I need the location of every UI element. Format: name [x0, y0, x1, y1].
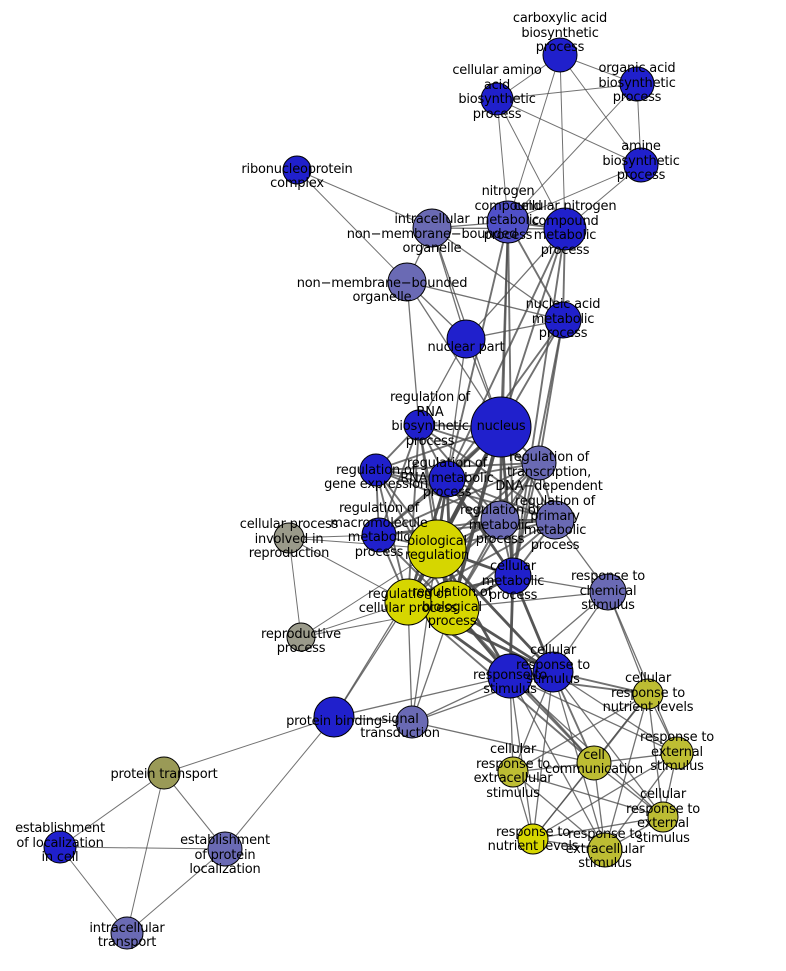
network-edge [532, 816, 664, 840]
network-node-cellular_response_to_external_stimulus[interactable] [647, 801, 679, 833]
network-edge [532, 671, 554, 840]
network-node-regulation_of_transcription_dna_dependent[interactable] [521, 445, 557, 481]
network-edge [604, 693, 649, 851]
network-node-regulation_of_biological_process[interactable] [424, 580, 480, 636]
network-node-cellular_nitrogen_compound_metabolic_process[interactable] [543, 207, 587, 251]
network-node-cellular_response_to_extracellular_stimulus[interactable] [497, 756, 529, 788]
network-edge [509, 675, 678, 754]
network-edge [59, 846, 226, 850]
network-edge [445, 478, 515, 577]
network-node-nitrogen_compound_metabolic_process[interactable] [486, 200, 530, 244]
network-node-protein_transport[interactable] [147, 756, 181, 790]
network-node-regulation_of_primary_metabolic_process[interactable] [535, 500, 575, 540]
network-edge [496, 98, 642, 166]
network-edge [163, 716, 335, 774]
network-edge [126, 772, 165, 934]
network-edge [446, 228, 566, 480]
network-node-cellular_response_to_stimulus[interactable] [532, 651, 574, 693]
network-edge [507, 54, 561, 223]
network-edge [496, 83, 638, 100]
network-node-reproductive_process[interactable] [286, 622, 316, 652]
network-edge [288, 537, 302, 638]
network-edge [378, 519, 556, 536]
network-node-response_to_stimulus[interactable] [487, 653, 533, 699]
network-edge [333, 675, 511, 718]
network-node-regulation_of_rna_biosynthetic_process[interactable] [403, 409, 435, 441]
network-edge [450, 426, 503, 609]
network-node-nucleus[interactable] [470, 396, 532, 458]
network-edge [500, 228, 566, 428]
network-node-response_to_external_stimulus[interactable] [660, 736, 694, 770]
network-node-regulation_of_cellular_process[interactable] [384, 578, 432, 626]
network-node-establishment_of_protein_localization[interactable] [207, 831, 243, 867]
network-node-carboxylic_acid_biosynthetic_process[interactable] [542, 37, 578, 73]
network-node-cell_communication[interactable] [576, 745, 612, 781]
network-node-cellular_response_to_nutrient_levels[interactable] [632, 678, 664, 710]
network-edge [512, 771, 606, 851]
network-edge [296, 169, 408, 283]
network-node-nucleic_acid_metabolic_process[interactable] [544, 301, 582, 339]
network-node-nuclear_part[interactable] [446, 319, 486, 359]
network-node-regulation_of_gene_expression[interactable] [359, 453, 393, 487]
network-node-response_to_extracellular_stimulus[interactable] [587, 832, 623, 868]
edge-layer [59, 54, 678, 934]
network-edge [604, 752, 678, 851]
network-node-organic_acid_biosynthetic_process[interactable] [619, 66, 655, 102]
network-edge [431, 227, 564, 321]
network-edge [333, 548, 438, 718]
network-node-protein_binding[interactable] [313, 696, 355, 738]
network-edge [607, 591, 678, 754]
network-edge [512, 693, 649, 773]
network-edge [509, 675, 606, 851]
network-edge [407, 519, 556, 603]
network-node-amine_biosynthetic_process[interactable] [623, 147, 659, 183]
network-edge [559, 54, 642, 166]
network-node-ribonucleoprotein_complex[interactable] [282, 155, 312, 185]
network-edge [465, 228, 566, 340]
network-edge [296, 169, 433, 229]
network-node-cellular_amino_acid_biosynthetic_process[interactable] [480, 82, 514, 116]
network-edge [496, 98, 566, 230]
network-node-regulation_of_macromolecule_metabolic_process[interactable] [361, 517, 397, 553]
network-node-cellular_process_involved_in_reproduction[interactable] [273, 522, 305, 554]
network-node-regulation_of_metabolic_process[interactable] [480, 500, 520, 540]
network-edge [407, 424, 420, 603]
network-edge [224, 716, 335, 850]
network-node-intracellular_non_membrane_bounded_organelle[interactable] [412, 208, 452, 248]
network-edge [406, 281, 564, 321]
network-node-biological_regulation[interactable] [407, 519, 467, 579]
network-edge [59, 846, 128, 934]
network-node-establishment_of_localization_in_cell[interactable] [43, 830, 77, 864]
network-node-response_to_chemical_stimulus[interactable] [589, 573, 627, 611]
network-edge [559, 54, 566, 230]
network-edge [406, 281, 420, 426]
node-layer [43, 37, 694, 950]
network-node-response_to_nutrient_levels[interactable] [517, 823, 549, 855]
network-edge [375, 469, 556, 521]
network-edge [126, 848, 226, 934]
network-edge [59, 772, 165, 848]
network-edge [512, 771, 664, 818]
network-node-intracellular_transport[interactable] [110, 916, 144, 950]
network-node-cellular_metabolic_process[interactable] [494, 557, 532, 595]
network-edge [507, 164, 642, 223]
network-edge [411, 721, 595, 764]
network-edge [512, 228, 566, 577]
network-edge [532, 752, 678, 840]
network-node-non_membrane_bounded_organelle[interactable] [387, 262, 427, 302]
network-edge [507, 83, 638, 223]
network-node-signal_transduction[interactable] [395, 705, 429, 739]
network-edge [446, 338, 467, 480]
network-node-regulation_of_rna_metabolic_process[interactable] [428, 460, 466, 498]
network-edge [509, 675, 534, 840]
